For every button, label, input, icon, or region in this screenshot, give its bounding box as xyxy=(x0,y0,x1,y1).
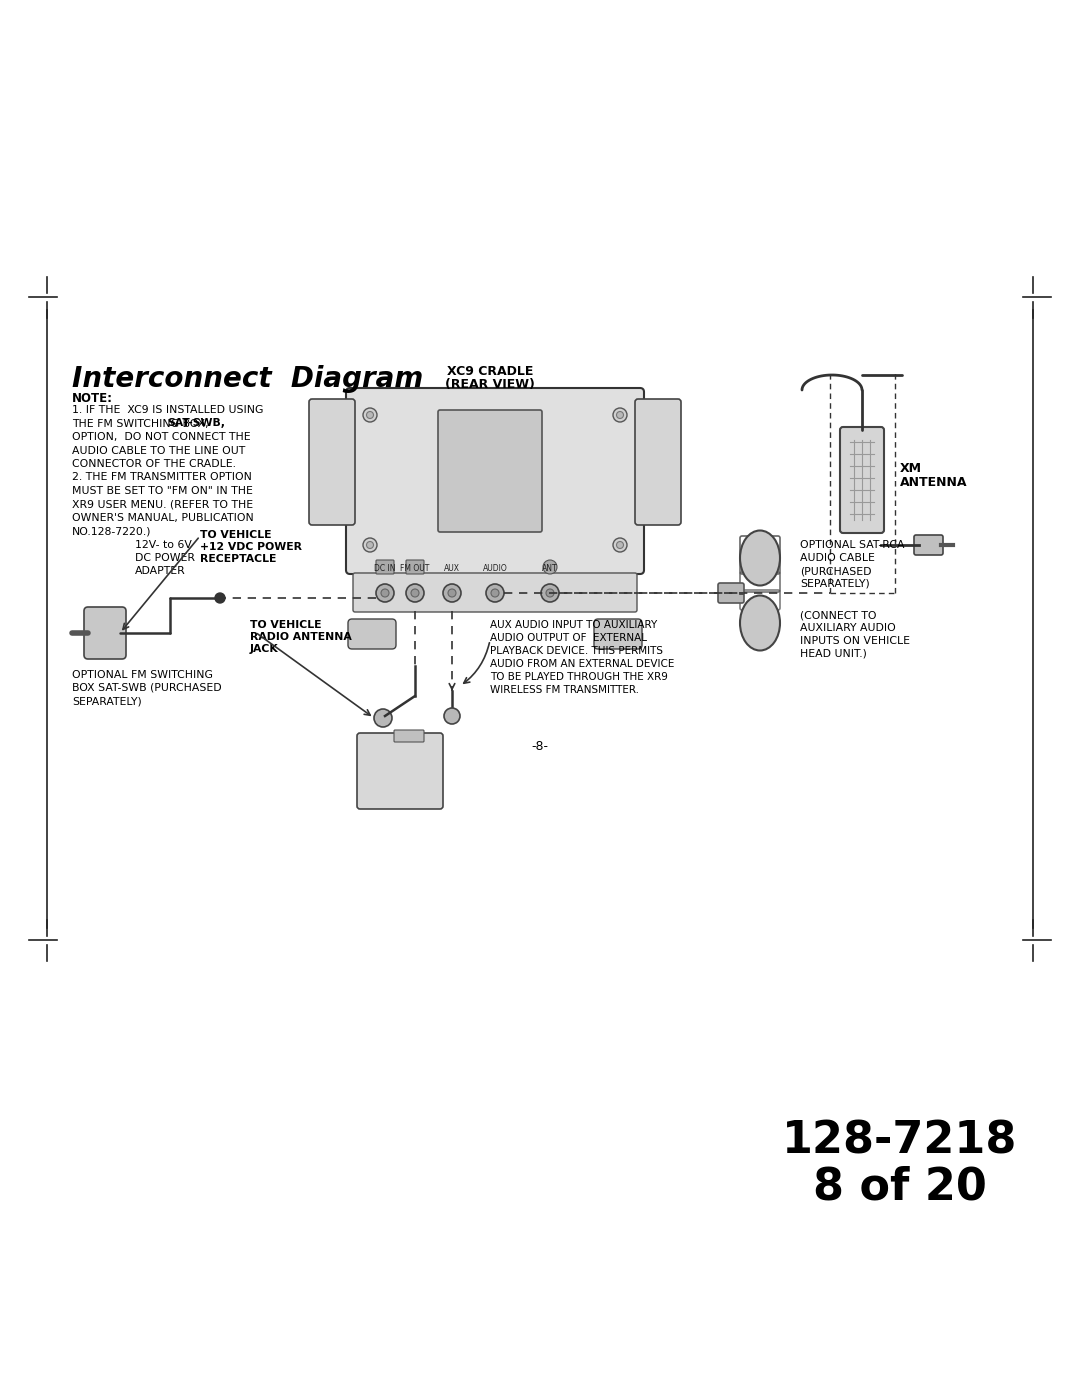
Circle shape xyxy=(444,708,460,724)
FancyBboxPatch shape xyxy=(394,731,424,742)
Circle shape xyxy=(443,584,461,602)
Circle shape xyxy=(486,584,504,602)
Text: DC POWER: DC POWER xyxy=(135,553,195,563)
Text: AUDIO OUTPUT OF  EXTERNAL: AUDIO OUTPUT OF EXTERNAL xyxy=(490,633,647,643)
Text: SAT-SWB,: SAT-SWB, xyxy=(167,419,226,429)
Text: AUDIO: AUDIO xyxy=(483,564,508,573)
Text: MUST BE SET TO "FM ON" IN THE: MUST BE SET TO "FM ON" IN THE xyxy=(72,486,253,496)
Circle shape xyxy=(363,538,377,552)
Text: RECEPTACLE: RECEPTACLE xyxy=(200,555,276,564)
FancyBboxPatch shape xyxy=(635,400,681,525)
Text: WIRELESS FM TRANSMITTER.: WIRELESS FM TRANSMITTER. xyxy=(490,685,639,694)
Ellipse shape xyxy=(740,595,780,651)
Text: XR9 USER MENU. (REFER TO THE: XR9 USER MENU. (REFER TO THE xyxy=(72,500,253,510)
Text: AUXILIARY AUDIO: AUXILIARY AUDIO xyxy=(800,623,895,633)
Circle shape xyxy=(617,542,623,549)
Text: 128-7218: 128-7218 xyxy=(782,1120,1017,1162)
Text: THE FM SWITCHING BOX,: THE FM SWITCHING BOX, xyxy=(72,419,212,429)
Text: OPTION,  DO NOT CONNECT THE: OPTION, DO NOT CONNECT THE xyxy=(72,432,251,441)
FancyBboxPatch shape xyxy=(357,733,443,809)
Circle shape xyxy=(366,412,374,419)
FancyBboxPatch shape xyxy=(594,619,642,650)
Text: TO VEHICLE: TO VEHICLE xyxy=(200,529,271,541)
Text: ADAPTER: ADAPTER xyxy=(135,566,186,576)
Text: NO.128-7220.): NO.128-7220.) xyxy=(72,527,151,536)
Text: -8-: -8- xyxy=(531,740,549,753)
Text: OPTIONAL FM SWITCHING: OPTIONAL FM SWITCHING xyxy=(72,671,213,680)
Circle shape xyxy=(411,590,419,597)
FancyBboxPatch shape xyxy=(348,619,396,650)
Ellipse shape xyxy=(740,531,780,585)
Text: OPTIONAL SAT-RCA: OPTIONAL SAT-RCA xyxy=(800,541,905,550)
Text: (CONNECT TO: (CONNECT TO xyxy=(800,610,877,620)
Text: 8 of 20: 8 of 20 xyxy=(813,1165,987,1208)
Text: INPUTS ON VEHICLE: INPUTS ON VEHICLE xyxy=(800,636,910,645)
Text: AUDIO CABLE: AUDIO CABLE xyxy=(800,553,875,563)
FancyBboxPatch shape xyxy=(406,560,424,574)
Text: 12V- to 6V: 12V- to 6V xyxy=(135,541,192,550)
Text: (REAR VIEW): (REAR VIEW) xyxy=(445,379,535,391)
Text: Interconnect  Diagram: Interconnect Diagram xyxy=(72,365,423,393)
Circle shape xyxy=(613,408,627,422)
Circle shape xyxy=(215,592,225,604)
Circle shape xyxy=(613,538,627,552)
Text: FM OUT: FM OUT xyxy=(401,564,430,573)
Circle shape xyxy=(406,584,424,602)
Text: TO VEHICLE: TO VEHICLE xyxy=(249,620,322,630)
Text: OWNER'S MANUAL, PUBLICATION: OWNER'S MANUAL, PUBLICATION xyxy=(72,513,254,522)
Text: NOTE:: NOTE: xyxy=(72,393,113,405)
Circle shape xyxy=(381,590,389,597)
Text: BOX SAT-SWB (PURCHASED: BOX SAT-SWB (PURCHASED xyxy=(72,683,221,693)
Text: 1. IF THE  XC9 IS INSTALLED USING: 1. IF THE XC9 IS INSTALLED USING xyxy=(72,405,264,415)
FancyBboxPatch shape xyxy=(438,409,542,532)
Text: +12 VDC POWER: +12 VDC POWER xyxy=(200,542,302,552)
Text: 2. THE FM TRANSMITTER OPTION: 2. THE FM TRANSMITTER OPTION xyxy=(72,472,252,482)
Text: (PURCHASED: (PURCHASED xyxy=(800,566,872,576)
Text: AUX AUDIO INPUT TO AUXILIARY: AUX AUDIO INPUT TO AUXILIARY xyxy=(490,620,658,630)
Text: XM: XM xyxy=(900,462,922,475)
FancyBboxPatch shape xyxy=(309,400,355,525)
FancyBboxPatch shape xyxy=(84,608,126,659)
Circle shape xyxy=(374,710,392,726)
FancyBboxPatch shape xyxy=(840,427,885,534)
Circle shape xyxy=(546,590,554,597)
FancyBboxPatch shape xyxy=(718,583,744,604)
Text: TO BE PLAYED THROUGH THE XR9: TO BE PLAYED THROUGH THE XR9 xyxy=(490,672,667,682)
Text: AUDIO CABLE TO THE LINE OUT: AUDIO CABLE TO THE LINE OUT xyxy=(72,446,245,455)
Circle shape xyxy=(376,584,394,602)
FancyBboxPatch shape xyxy=(376,560,394,574)
Text: ANTENNA: ANTENNA xyxy=(900,476,968,489)
Text: CONNECTOR OF THE CRADLE.: CONNECTOR OF THE CRADLE. xyxy=(72,460,237,469)
Text: SEPARATELY): SEPARATELY) xyxy=(800,578,869,590)
Text: XC9 CRADLE: XC9 CRADLE xyxy=(447,365,534,379)
FancyBboxPatch shape xyxy=(914,535,943,555)
Text: DC IN: DC IN xyxy=(375,564,395,573)
Circle shape xyxy=(363,408,377,422)
Circle shape xyxy=(617,412,623,419)
Circle shape xyxy=(541,584,559,602)
Text: JACK: JACK xyxy=(249,644,279,654)
Text: RADIO ANTENNA: RADIO ANTENNA xyxy=(249,631,352,643)
Circle shape xyxy=(543,560,557,574)
Text: HEAD UNIT.): HEAD UNIT.) xyxy=(800,650,867,659)
FancyBboxPatch shape xyxy=(346,388,644,574)
Text: AUX: AUX xyxy=(444,564,460,573)
Circle shape xyxy=(366,542,374,549)
Text: PLAYBACK DEVICE. THIS PERMITS: PLAYBACK DEVICE. THIS PERMITS xyxy=(490,645,663,657)
Text: AUDIO FROM AN EXTERNAL DEVICE: AUDIO FROM AN EXTERNAL DEVICE xyxy=(490,659,674,669)
Text: SEPARATELY): SEPARATELY) xyxy=(72,696,141,705)
FancyBboxPatch shape xyxy=(353,573,637,612)
Circle shape xyxy=(448,590,456,597)
Text: ANT: ANT xyxy=(542,564,557,573)
Circle shape xyxy=(491,590,499,597)
